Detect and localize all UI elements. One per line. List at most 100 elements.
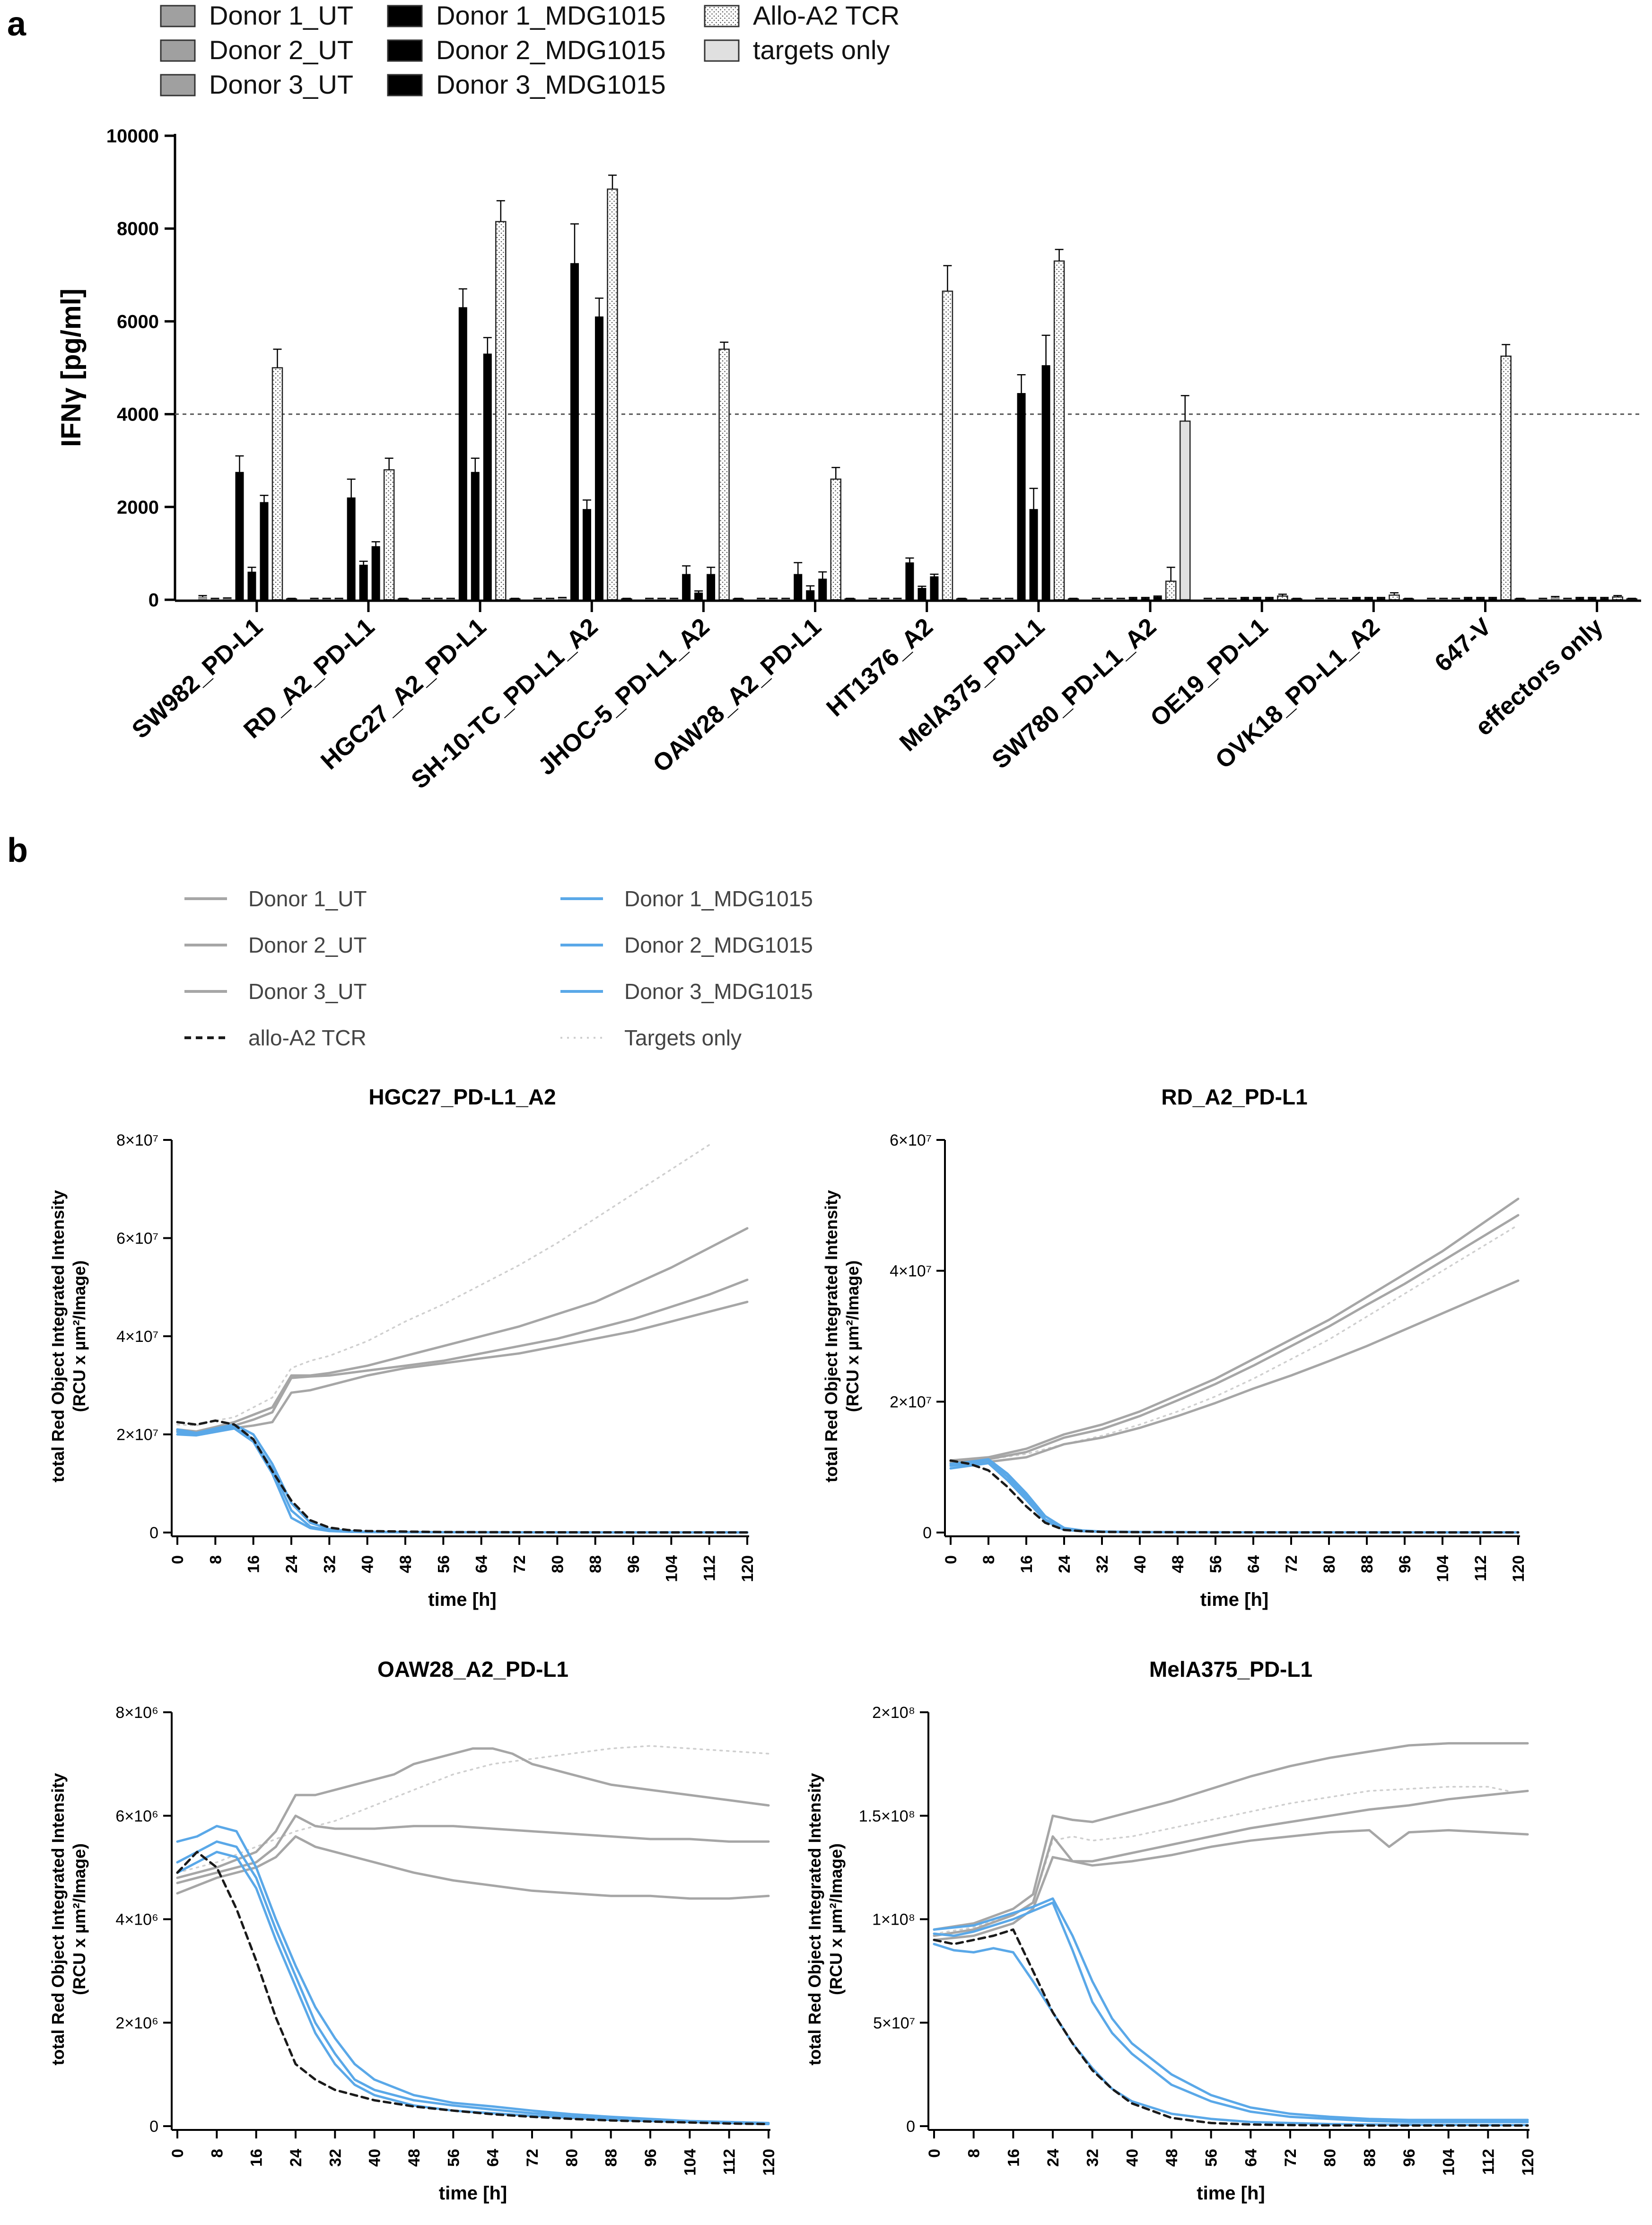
x-tick-label: 72: [1283, 1555, 1301, 1573]
bar: [1041, 365, 1050, 600]
chart-title: HGC27_PD-L1_A2: [368, 1085, 556, 1109]
x-tick-label: 88: [1358, 1555, 1376, 1573]
series-line: [949, 1279, 1520, 1465]
y-axis-label: total Red Object Integrated Intensity: [822, 1190, 841, 1482]
x-tick-label: 0: [169, 2149, 187, 2158]
x-tick-label: 104: [663, 1555, 681, 1582]
x-tick-label: 40: [1123, 2149, 1141, 2167]
bar: [458, 307, 467, 600]
x-tick-label: 120: [739, 1555, 757, 1582]
series-line: [176, 1419, 749, 1534]
x-axis-label: time [h]: [428, 1589, 496, 1610]
x-tick-label: 40: [366, 2149, 384, 2167]
panel-label-b: b: [7, 832, 28, 869]
series-line: [949, 1459, 1520, 1534]
y-tick-label: 0: [149, 2118, 158, 2136]
x-tick-label: 88: [603, 2149, 621, 2167]
x-tick-label: 24: [1044, 2149, 1062, 2167]
y-axis-label: IFNγ [pg/ml]: [56, 289, 87, 447]
x-tick-label: 112: [1472, 1555, 1490, 1581]
y-axis-label-units: (RCU x µm²/Image): [70, 1843, 89, 1995]
x-tick-label: 64: [473, 1555, 491, 1573]
bar: [347, 497, 356, 600]
legend-a-label: Donor 1_MDG1015: [436, 0, 666, 30]
legend-b-label: Donor 3_UT: [248, 979, 367, 1004]
series-line: [933, 1928, 1529, 2127]
series-line: [176, 1814, 770, 1884]
series-line: [950, 1224, 1519, 1463]
bar: [247, 571, 256, 600]
y-tick-label: 8000: [117, 219, 159, 239]
x-tick-label: 48: [1169, 1555, 1187, 1573]
x-tick-label: 40: [359, 1555, 377, 1573]
y-tick-label: 6000: [117, 311, 159, 332]
x-tick-label: 80: [1321, 2149, 1339, 2167]
x-tick-label: 112: [1479, 2149, 1497, 2175]
legend-a-label: Allo-A2 TCR: [753, 0, 900, 30]
x-tick-label: 32: [321, 1555, 339, 1573]
bar: [1153, 596, 1162, 600]
series-line: [176, 1840, 770, 2125]
panel-b: b Donor 1_UT Donor 2_UT Donor 3_UT allo-A2 T…: [7, 832, 1537, 2204]
line-chart: OAW28_A2_PD-L1 0 2×10⁶ 4×10⁶ 6×10⁶ 8×10⁶ 0 8 16 2…: [48, 1657, 778, 2204]
legend-a-label: Donor 3_UT: [209, 70, 353, 99]
legend-a-item: Donor 2_MDG1015: [387, 35, 666, 65]
x-tick-label: 56: [435, 1555, 453, 1573]
bar: [483, 353, 492, 600]
legend-b-item: Donor 2_MDG1015: [560, 933, 813, 957]
y-tick-label: 4000: [117, 404, 159, 425]
x-tick-label: 32: [1084, 2149, 1102, 2167]
x-tick-label: 8: [965, 2149, 983, 2158]
bar: [1612, 596, 1624, 601]
x-tick-label: 104: [1434, 1555, 1452, 1582]
x-tick-label: 48: [397, 1555, 415, 1573]
x-tick-label: 88: [587, 1555, 605, 1573]
y-tick-label: 8×10⁶: [115, 1704, 158, 1722]
x-tick-label: 96: [625, 1555, 643, 1573]
line-chart: HGC27_PD-L1_A2 0 2×10⁷ 4×10⁷ 6×10⁷ 8×10⁷ 0 8 16 2…: [48, 1085, 757, 1610]
chart-title: MelA375_PD-L1: [1149, 1657, 1312, 1682]
y-tick-label: 10000: [106, 126, 159, 147]
series-line: [176, 1825, 770, 2124]
x-axis-label: time [h]: [1200, 1589, 1268, 1610]
legend-a-label: Donor 3_MDG1015: [436, 70, 666, 99]
y-tick-label: 0: [906, 2118, 915, 2136]
legend-b-item: Donor 3_UT: [184, 979, 367, 1004]
legend-b-label: Donor 1_UT: [248, 886, 367, 911]
legend-a-item: Donor 3_UT: [160, 70, 353, 99]
chart-title: OAW28_A2_PD-L1: [377, 1657, 568, 1682]
legend-b-item: Donor 3_MDG1015: [560, 979, 813, 1004]
series-line: [949, 1214, 1520, 1463]
line-chart: RD_A2_PD-L1 0 2×10⁷ 4×10⁷ 6×10⁷ 0 8 16 24 32 40 48 5…: [822, 1085, 1528, 1610]
legend-b: Donor 1_UT Donor 2_UT Donor 3_UT allo-A2 TC…: [184, 886, 813, 1050]
legend-b-item: Donor 1_MDG1015: [560, 886, 813, 911]
bar: [570, 263, 579, 600]
bar: [1029, 509, 1038, 600]
y-tick-label: 0: [149, 1524, 158, 1542]
y-tick-label: 4×10⁶: [115, 1911, 158, 1929]
y-axis-label-units: (RCU x µm²/Image): [70, 1261, 89, 1412]
legend-a-item: Donor 3_MDG1015: [387, 70, 666, 99]
bar: [918, 587, 927, 600]
panel-a: a Donor 1_UT Donor 2_UT Donor 3_UT Donor 1_M…: [7, 0, 1641, 794]
bar: [383, 469, 395, 601]
bar: [942, 290, 953, 601]
x-tick-label: 120: [1510, 1555, 1528, 1582]
y-tick-label: 2×10⁷: [890, 1393, 932, 1411]
x-tick-label: 8: [208, 2149, 226, 2158]
bar: [1389, 594, 1400, 601]
series-line: [176, 1227, 749, 1433]
x-tick-label: 64: [1242, 2149, 1260, 2167]
x-category-label: SH-10-TC_PD-L1_A2: [406, 613, 603, 794]
bar: [707, 574, 716, 600]
bar: [1017, 393, 1026, 600]
y-tick-label: 1×10⁸: [872, 1911, 915, 1929]
legend-a-item: Allo-A2 TCR: [704, 0, 900, 30]
legend-a-label: Donor 2_MDG1015: [436, 35, 666, 65]
x-tick-label: 64: [484, 2149, 502, 2167]
bar: [1053, 260, 1065, 601]
x-category-label: 647-V: [1430, 613, 1497, 677]
x-tick-label: 24: [1056, 1555, 1074, 1573]
x-tick-label: 112: [721, 2149, 739, 2175]
